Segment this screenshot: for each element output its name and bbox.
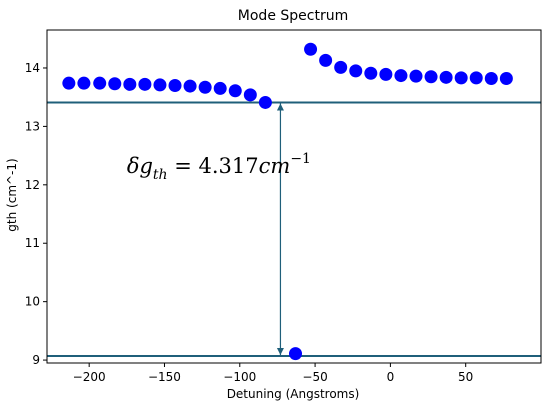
data-point [469, 71, 483, 85]
data-point [213, 81, 227, 95]
data-point [484, 71, 498, 85]
data-point [183, 79, 197, 93]
annotation-subscript: th [153, 167, 168, 183]
data-point [304, 42, 318, 56]
data-point [153, 78, 167, 92]
y-axis-ticks: 9 10 11 12 13 14 [25, 61, 47, 367]
x-tick-label: 50 [458, 370, 473, 384]
y-tick-label: 13 [25, 119, 40, 133]
data-point [258, 95, 272, 109]
data-point [439, 70, 453, 84]
data-point [289, 347, 303, 361]
x-tick-label: −200 [73, 370, 106, 384]
data-point [424, 70, 438, 84]
annotation-prefix: δg [127, 154, 153, 178]
y-axis-label: gth (cm^-1) [5, 158, 19, 231]
data-points [62, 42, 513, 361]
y-tick-label: 9 [32, 353, 40, 367]
x-tick-label: −100 [223, 370, 256, 384]
data-point [409, 69, 423, 83]
x-tick-label: −50 [302, 370, 327, 384]
data-point [379, 67, 393, 81]
data-point [228, 84, 242, 98]
threshold-gap-annotation: δgth = 4.317cm−1 [127, 151, 311, 183]
arrow-head-down [276, 347, 284, 355]
annotation-superscript: −1 [290, 151, 311, 167]
arrow-head-up [276, 103, 284, 111]
annotation-value: = 4.317 [168, 154, 259, 178]
data-point [123, 77, 137, 91]
x-tick-label: −150 [148, 370, 181, 384]
data-point [62, 76, 76, 90]
data-point [198, 80, 212, 94]
data-point [93, 76, 107, 90]
data-point [108, 77, 122, 91]
data-point [364, 66, 378, 80]
x-axis-label: Detuning (Angstroms) [227, 387, 360, 401]
data-point [499, 71, 513, 85]
data-point [77, 76, 91, 90]
data-point [243, 88, 257, 102]
data-point [349, 64, 363, 78]
y-tick-label: 12 [25, 178, 40, 192]
chart-title: Mode Spectrum [238, 8, 348, 24]
horizontal-lines [47, 101, 541, 357]
threshold-gap-arrow [276, 103, 284, 355]
data-point [334, 60, 348, 74]
y-tick-label: 14 [25, 61, 40, 75]
plot-frame [46, 29, 542, 364]
annotation-unit: cm [259, 154, 291, 178]
x-axis-ticks: −200 −150 −100 −50 0 50 [73, 363, 473, 384]
data-point [168, 79, 182, 92]
data-point [319, 53, 333, 67]
data-point [394, 69, 408, 83]
x-tick-label: 0 [387, 370, 395, 384]
data-point [138, 77, 152, 91]
plot-area [46, 29, 542, 364]
y-tick-label: 10 [25, 295, 40, 309]
data-point [454, 71, 468, 85]
y-tick-label: 11 [25, 236, 40, 250]
